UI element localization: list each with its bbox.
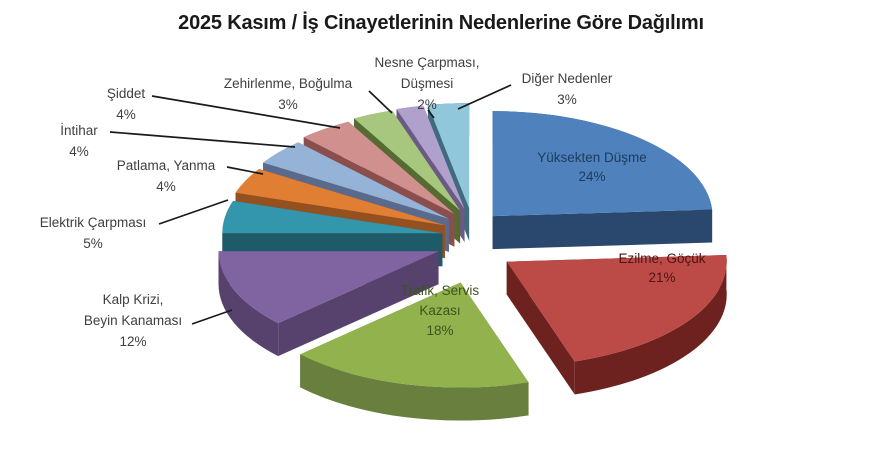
leader-line-nesne-carpmasi-dusmesi <box>427 109 435 119</box>
slice-top-face <box>427 103 470 209</box>
slice-label-siddet: Şiddet 4% <box>107 83 145 125</box>
slice-percent: 2% <box>417 97 437 112</box>
slice-top-face <box>492 111 713 217</box>
leader-line-siddet <box>151 95 341 129</box>
slice-label-trafik-servis-kazasi: Trafik, Servis Kazası 18% <box>401 281 479 341</box>
slice-label-text: Nesne Çarpması, <box>374 55 480 70</box>
slice-label-text: Düşmesi <box>400 76 454 91</box>
slice-rim-wall <box>218 251 279 357</box>
slice-top-face <box>354 110 461 211</box>
slice-label-text: Trafik, Servis <box>400 283 480 298</box>
slice-top-face <box>396 105 465 209</box>
slice-top-face <box>300 282 529 388</box>
slice-label-text: Elektrik Çarpması <box>39 215 147 230</box>
slice-label-elektrik-carpmasi: Elektrik Çarpması 5% <box>40 212 147 254</box>
slice-top-face <box>506 255 727 362</box>
leader-line-intihar <box>109 131 296 148</box>
slice-percent: 12% <box>119 334 147 349</box>
slice-side-wall <box>506 261 575 395</box>
slice-top-face <box>303 121 455 214</box>
slice-rim-wall <box>574 255 727 395</box>
slice-percent: 18% <box>426 323 454 338</box>
slice-label-ezilme-gocuk: Ezilme, Göçük 21% <box>618 249 705 287</box>
leader-line-elektrik-carpmasi <box>158 199 229 225</box>
leader-lines <box>109 84 512 325</box>
slice-top-face <box>218 251 439 324</box>
slice-percent: 24% <box>578 169 606 184</box>
slice-label-nesne-carpmasi-dusmesi: Nesne Çarpması, Düşmesi 2% <box>374 52 479 115</box>
slice-label-kalp-krizi-beyin-kanamasi: Kalp Krizi, Beyin Kanaması 12% <box>84 289 182 352</box>
leader-line-zehirlenme-bogulma <box>368 90 393 114</box>
pie-slice-kalp-krizi-beyin-kanamasi <box>218 251 439 357</box>
slice-percent: 4% <box>116 107 136 122</box>
slice-label-yuksekten-dusme: Yüksekten Düşme 24% <box>537 148 647 186</box>
pie-slice-trafik-servis-kazasi <box>300 282 529 421</box>
slice-label-text: Yüksekten Düşme <box>537 150 647 165</box>
slice-percent: 3% <box>278 97 298 112</box>
slice-label-patlama-yanma: Patlama, Yanma 4% <box>117 155 216 197</box>
pie-slice-ezilme-gocuk <box>506 255 727 395</box>
slice-label-diger-nedenler: Diğer Nedenler 3% <box>522 68 613 110</box>
slice-percent: 21% <box>648 270 676 285</box>
slice-label-text: Patlama, Yanma <box>116 158 216 173</box>
slice-percent: 3% <box>557 92 577 107</box>
leader-line-diger-nedenler <box>457 84 512 110</box>
slice-label-intihar: İntihar 4% <box>60 120 98 162</box>
pie-slice-yuksekten-dusme <box>492 111 713 250</box>
slice-percent: 4% <box>69 144 89 159</box>
slice-label-text: Beyin Kanaması <box>83 313 183 328</box>
slice-top-face <box>263 142 449 219</box>
slice-top-face <box>222 200 443 234</box>
slice-label-text: Ezilme, Göçük <box>618 251 706 266</box>
leader-line-patlama-yanma <box>226 166 264 175</box>
slice-label-zehirlenme-bogulma: Zehirlenme, Boğulma 3% <box>224 73 352 115</box>
leader-line-kalp-krizi-beyin-kanamasi <box>191 309 233 325</box>
slice-percent: 5% <box>83 236 103 251</box>
slice-side-wall <box>492 209 713 250</box>
chart-title: 2025 Kasım / İş Cinayetlerinin Nedenleri… <box>178 12 704 34</box>
slice-label-text: Zehirlenme, Boğulma <box>223 76 353 91</box>
slice-label-text: Kazası <box>419 303 461 318</box>
slice-label-text: Diğer Nedenler <box>521 71 613 86</box>
slice-label-text: Şiddet <box>106 86 146 101</box>
slice-rim-wall <box>300 354 529 421</box>
slice-top-face <box>235 168 445 226</box>
slice-label-text: İntihar <box>60 123 98 138</box>
slice-percent: 4% <box>156 179 176 194</box>
slice-label-text: Kalp Krizi, <box>102 292 164 307</box>
